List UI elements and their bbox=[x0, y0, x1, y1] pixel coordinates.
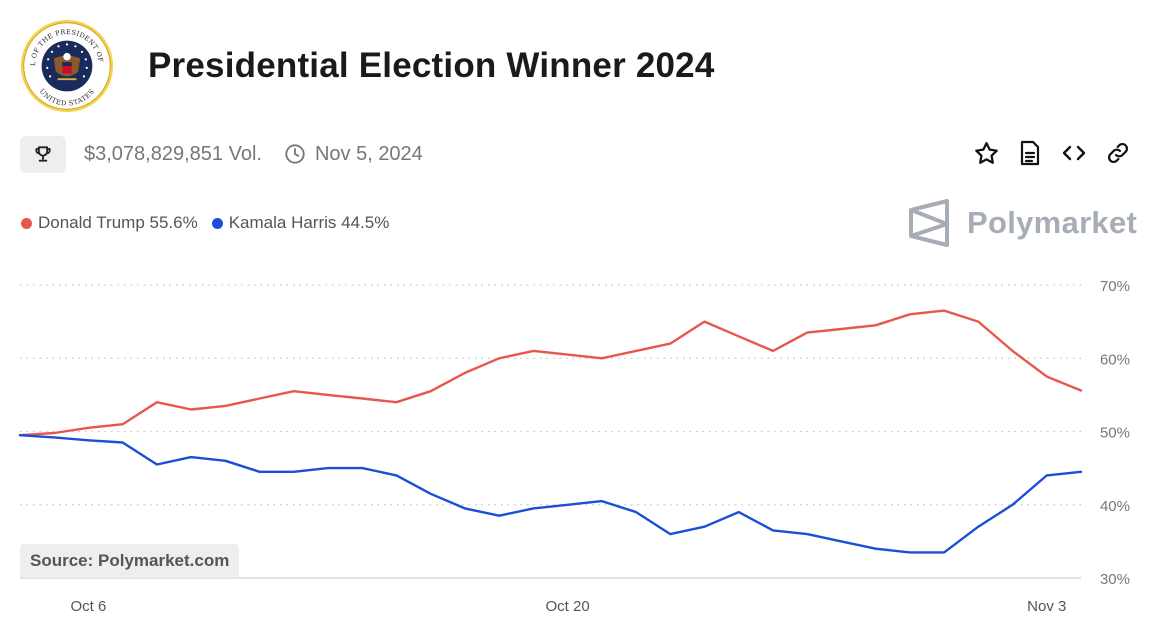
y-tick-label: 50% bbox=[1100, 425, 1130, 442]
polymarket-watermark: Polymarket bbox=[907, 198, 1137, 248]
price-history-chart[interactable]: 30% 40% 50% 60% 70% Oct 6 Oct 20 Nov 3 bbox=[0, 250, 1160, 627]
legend-item-harris: Kamala Harris 44.5% bbox=[211, 213, 390, 233]
presidential-seal-icon: SEAL OF THE PRESIDENT OF THE UNITED STAT… bbox=[20, 19, 114, 112]
favorite-button[interactable] bbox=[970, 137, 1002, 169]
page-title: Presidential Election Winner 2024 bbox=[148, 45, 715, 85]
trophy-badge[interactable] bbox=[20, 135, 66, 173]
y-tick-label: 40% bbox=[1100, 498, 1130, 515]
copy-link-button[interactable] bbox=[1102, 137, 1134, 169]
end-date-text: Nov 5, 2024 bbox=[314, 142, 423, 165]
y-tick-label: 30% bbox=[1100, 571, 1130, 588]
document-icon bbox=[1020, 140, 1040, 166]
y-tick-label: 60% bbox=[1100, 351, 1130, 368]
legend-label-trump: Donald Trump 55.6% bbox=[38, 213, 198, 232]
market-meta: $3,078,829,851 Vol. Nov 5, 2024 bbox=[20, 135, 423, 173]
market-header: SEAL OF THE PRESIDENT OF THE UNITED STAT… bbox=[20, 18, 714, 113]
y-tick-label: 70% bbox=[1100, 278, 1130, 295]
rules-button[interactable] bbox=[1014, 137, 1046, 169]
legend-item-trump: Donald Trump 55.6% bbox=[21, 213, 198, 233]
x-axis: Oct 6 Oct 20 Nov 3 bbox=[71, 598, 1067, 615]
series-line-kamala-harris[interactable] bbox=[18, 434, 1083, 554]
link-icon bbox=[1107, 142, 1129, 164]
embed-button[interactable] bbox=[1058, 137, 1090, 169]
source-label: Source: Polymarket.com bbox=[20, 544, 240, 578]
volume-text: $3,078,829,851 Vol. bbox=[84, 142, 262, 165]
legend-dot-harris bbox=[211, 217, 223, 229]
legend-dot-trump bbox=[21, 217, 32, 229]
star-icon bbox=[974, 141, 998, 164]
x-tick-label: Oct 6 bbox=[71, 598, 107, 615]
trophy-icon bbox=[35, 146, 51, 162]
x-tick-label: Oct 20 bbox=[546, 598, 590, 615]
action-toolbar bbox=[958, 137, 1134, 169]
legend-label-harris: Kamala Harris 44.5% bbox=[228, 213, 390, 232]
clock-icon bbox=[285, 144, 305, 164]
chart-lines bbox=[18, 309, 1083, 554]
chart-grid bbox=[20, 284, 1081, 579]
y-axis: 30% 40% 50% 60% 70% bbox=[1100, 278, 1130, 588]
chart-legend: Donald Trump 55.6% Kamala Harris 44.5% bbox=[21, 213, 403, 233]
x-tick-label: Nov 3 bbox=[1027, 598, 1066, 615]
brand-name: Polymarket bbox=[967, 205, 1138, 240]
polymarket-logo bbox=[909, 199, 949, 247]
code-icon bbox=[1062, 145, 1086, 161]
series-line-donald-trump[interactable] bbox=[18, 309, 1083, 437]
